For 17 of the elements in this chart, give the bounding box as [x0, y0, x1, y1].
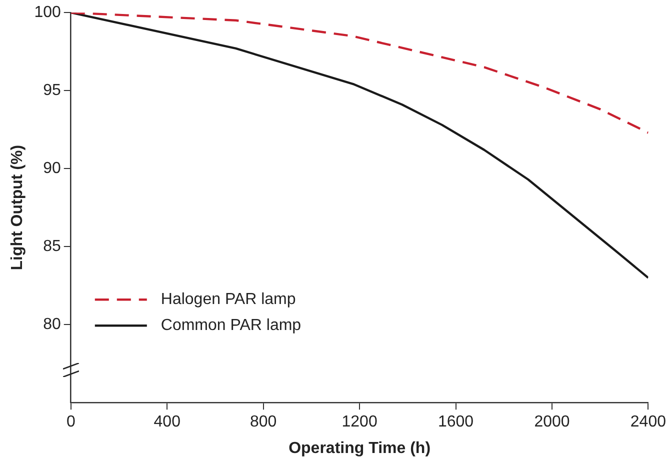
- y-tick-label: 80: [43, 316, 61, 334]
- x-tick-label: 0: [66, 414, 76, 431]
- legend-label: Halogen PAR lamp: [160, 291, 296, 308]
- x-tick-label: 2000: [534, 414, 570, 431]
- y-tick-label: 100: [34, 4, 61, 22]
- x-tick-label: 400: [154, 414, 181, 431]
- y-tick-label: 90: [43, 160, 61, 178]
- x-tick-label: 2400: [630, 414, 666, 431]
- x-tick-label: 800: [250, 414, 277, 431]
- y-axis-title: Light Output (%): [9, 144, 26, 270]
- y-tick-label: 85: [43, 238, 61, 256]
- line-series: [70, 12, 648, 134]
- x-tick-label: 1600: [438, 414, 474, 431]
- x-tick-label: 1200: [342, 414, 378, 431]
- legend-label: Common PAR lamp: [160, 317, 302, 334]
- x-axis-title: Operating Time (h): [288, 440, 431, 457]
- y-tick-label: 95: [43, 82, 61, 100]
